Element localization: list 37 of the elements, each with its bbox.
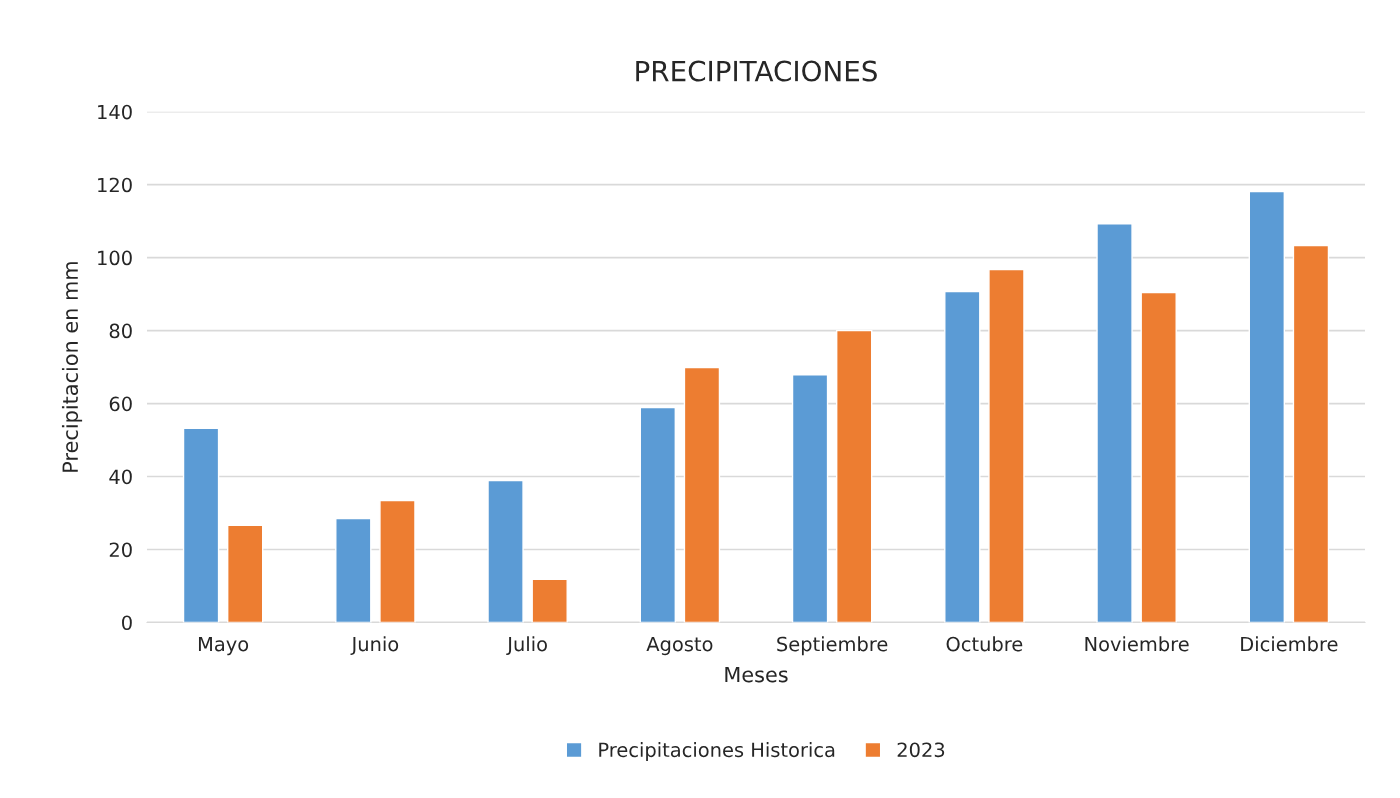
bar: [335, 517, 372, 623]
y-tick-label: 100: [98, 250, 132, 266]
bar: [835, 329, 873, 623]
x-tick-label: Octubre: [946, 636, 1023, 652]
x-tick-label: Agosto: [646, 636, 713, 656]
bar: [988, 268, 1025, 623]
y-tick-label: 120: [98, 177, 132, 193]
y-tick-label: 20: [109, 542, 132, 558]
bar: [226, 524, 264, 623]
x-tick-label: Septiembre: [777, 636, 888, 656]
y-tick-label: 80: [109, 323, 132, 339]
x-tick-label: Mayo: [198, 636, 249, 656]
bar: [379, 499, 416, 623]
y-tick-label: 140: [98, 104, 132, 120]
y-axis-title: Precipitacion en mm: [61, 262, 83, 472]
bar: [1292, 244, 1330, 623]
bar: [639, 406, 677, 623]
x-axis-title: Meses: [725, 666, 788, 683]
x-tick-label: Noviembre: [1085, 636, 1189, 652]
y-tick-label: 0: [122, 615, 132, 631]
bar: [182, 427, 220, 623]
x-tick-label: Diciembre: [1241, 636, 1338, 652]
legend-label: Precipitaciones Historica: [599, 742, 835, 761]
chart-title: PRECIPITACIONES: [636, 60, 877, 82]
bar: [1140, 291, 1177, 623]
bar: [487, 479, 524, 623]
x-tick-label: Julio: [506, 636, 547, 655]
bar: [1248, 190, 1286, 623]
legend-label: 2023: [897, 742, 945, 758]
y-tick-label: 40: [109, 469, 132, 485]
y-tick-label: 60: [109, 396, 132, 412]
bar: [531, 578, 568, 623]
bar: [944, 290, 981, 623]
x-tick-label: Junio: [350, 636, 399, 655]
bar: [683, 366, 721, 623]
bar: [791, 374, 829, 623]
bar: [1096, 223, 1133, 623]
